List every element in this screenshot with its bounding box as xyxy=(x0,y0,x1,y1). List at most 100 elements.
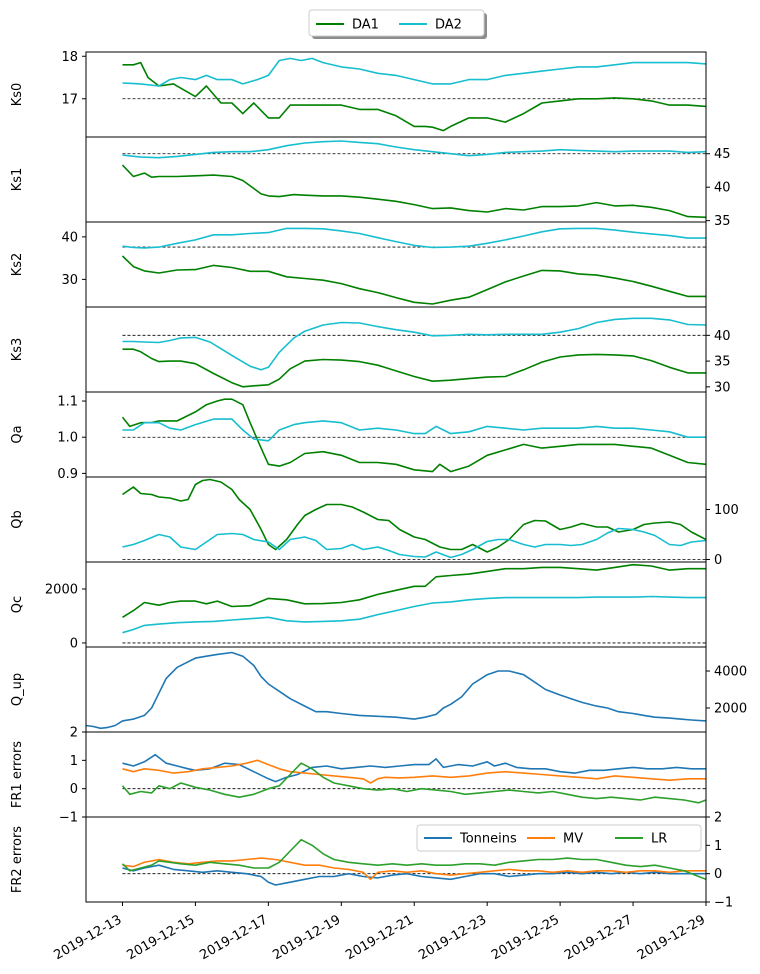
series-group-ks0 xyxy=(122,57,706,132)
ytick-label-fr1-errors: 2 xyxy=(70,726,78,741)
series-line-qb-da2 xyxy=(122,527,706,559)
chart-panels: 18 17 Ks0 45 40 35 Ks1 40 30 Ks2 40 35 30 Ks3 1.1 1.0 0.… xyxy=(10,50,747,911)
panel-ks3: 40 35 30 Ks3 xyxy=(10,306,731,395)
ytick-label-qa: 0.9 xyxy=(57,467,78,482)
series-line-fr2-errors-mv xyxy=(122,857,706,881)
ylabel-qc: Qc xyxy=(10,596,25,613)
ytick-label-ks1: 40 xyxy=(714,181,731,196)
legend-label-da1: DA1 xyxy=(352,18,379,33)
ytick-label-qa: 1.0 xyxy=(57,431,78,446)
ytick-label-ks2: 30 xyxy=(61,273,78,288)
ytick-label-ks0: 18 xyxy=(61,50,78,65)
ytick-label-fr2-errors: 2 xyxy=(714,811,722,826)
legend-label-mv: MV xyxy=(563,832,583,847)
panel-qb: 100 0 Qb xyxy=(10,476,739,568)
xtick-label: 2019-12-19 xyxy=(270,912,343,963)
panel-ks0: 18 17 Ks0 xyxy=(10,50,707,138)
series-line-ks0-da1 xyxy=(122,61,706,132)
xtick-label: 2019-12-23 xyxy=(416,912,489,963)
panel-q-up: 4000 2000 Q_up xyxy=(10,646,747,733)
xtick-label: 2019-12-13 xyxy=(52,912,125,963)
xtick-label: 2019-12-25 xyxy=(489,912,562,963)
panel-frame-ks2 xyxy=(85,221,707,308)
panel-qa: 1.1 1.0 0.9 Qa xyxy=(10,391,707,482)
series-line-fr1-errors-mv xyxy=(122,759,706,784)
xtick-label: 2019-12-17 xyxy=(197,912,270,963)
ytick-label-ks1: 35 xyxy=(714,214,731,229)
panel-frame-fr2-errors xyxy=(85,816,707,903)
panel-frame-qc xyxy=(85,561,707,648)
series-group-fr2-errors xyxy=(121,838,706,886)
series-line-ks1-da2 xyxy=(122,140,706,159)
series-line-ks2-da1 xyxy=(121,255,706,305)
ytick-label-fr1-errors: 0 xyxy=(70,782,78,797)
ylabel-ks2: Ks2 xyxy=(10,253,25,277)
top-legend-box xyxy=(308,9,485,37)
ytick-label-qc: 0 xyxy=(70,636,78,651)
series-line-fr1-errors-lr xyxy=(121,762,706,804)
series-line-fr2-errors-lr xyxy=(121,838,706,881)
ytick-label-qc: 2000 xyxy=(45,582,78,597)
panel-ks1: 45 40 35 Ks1 xyxy=(10,136,731,229)
panel-legend-box xyxy=(416,824,702,852)
series-group-q-up xyxy=(86,651,706,730)
ytick-label-fr2-errors: 1 xyxy=(714,839,722,854)
ylabel-fr1-errors: FR1 errors xyxy=(10,741,25,808)
series-line-fr2-errors-tonneins xyxy=(122,864,706,886)
series-group-qb xyxy=(122,478,706,559)
ylabel-ks0: Ks0 xyxy=(10,83,25,107)
series-line-ks3-da2 xyxy=(122,317,706,371)
series-line-ks2-da2 xyxy=(122,227,706,249)
series-line-qc-da2 xyxy=(122,595,706,634)
ylabel-ks3: Ks3 xyxy=(10,338,25,362)
ytick-label-ks3: 40 xyxy=(714,329,731,344)
ytick-label-ks1: 45 xyxy=(714,147,731,162)
panel-fr2-errors: 2 1 0 −1 FR2 errors Tonneins MV LR xyxy=(10,811,733,911)
panel-frame-fr1-errors xyxy=(85,731,707,818)
panel-frame-q-up xyxy=(85,646,707,733)
ylabel-ks1: Ks1 xyxy=(10,168,25,192)
xtick-label: 2019-12-27 xyxy=(562,912,635,963)
series-line-qc-da1 xyxy=(122,563,706,618)
series-group-qc xyxy=(122,563,706,634)
series-line-qb-da1 xyxy=(122,478,706,553)
x-axis: 2019-12-13 2019-12-15 2019-12-17 2019-12-19… xyxy=(52,902,708,963)
ytick-label-ks3: 30 xyxy=(714,380,731,395)
ytick-label-ks0: 17 xyxy=(61,92,78,107)
panel-frame-qb xyxy=(85,476,707,563)
series-group-ks3 xyxy=(122,317,706,388)
series-group-qa xyxy=(121,398,706,473)
ytick-label-fr1-errors: 1 xyxy=(70,754,78,769)
panel-fr1-errors: 2 1 0 −1 FR1 errors xyxy=(10,726,707,826)
series-line-qa-da1 xyxy=(121,398,706,473)
series-group-ks2 xyxy=(121,227,706,305)
legend-label-da2: DA2 xyxy=(435,18,462,33)
ylabel-qb: Qb xyxy=(10,510,25,528)
ylabel-fr2-errors: FR2 errors xyxy=(10,826,25,893)
ytick-label-q-up: 2000 xyxy=(714,701,747,716)
ytick-label-qb: 100 xyxy=(714,503,739,518)
ytick-label-ks2: 40 xyxy=(61,230,78,245)
ytick-label-fr1-errors: −1 xyxy=(59,811,78,826)
ytick-label-q-up: 4000 xyxy=(714,665,747,680)
series-line-ks3-da1 xyxy=(122,348,706,388)
series-group-ks1 xyxy=(121,140,706,219)
legend-label-lr: LR xyxy=(651,832,667,847)
series-group-fr1-errors xyxy=(121,753,706,804)
series-line-qa-da2 xyxy=(122,418,706,442)
ylabel-qa: Qa xyxy=(10,425,25,443)
xtick-label: 2019-12-29 xyxy=(635,912,708,963)
panel-legend-fr2-errors: Tonneins MV LR xyxy=(416,824,702,852)
panel-qc: 2000 0 Qc xyxy=(10,561,707,651)
top-legend: DA1 DA2 xyxy=(308,9,487,39)
ylabel-q-up: Q_up xyxy=(10,673,25,706)
panel-ks2: 40 30 Ks2 xyxy=(10,221,707,308)
ytick-label-qa: 1.1 xyxy=(57,395,78,410)
ytick-label-ks3: 35 xyxy=(714,355,731,370)
ytick-label-qb: 0 xyxy=(714,553,722,568)
ytick-label-fr2-errors: −1 xyxy=(714,896,733,911)
xtick-label: 2019-12-21 xyxy=(343,912,416,963)
panel-frame-ks1 xyxy=(85,136,707,223)
legend-label-tonneins: Tonneins xyxy=(459,832,517,847)
